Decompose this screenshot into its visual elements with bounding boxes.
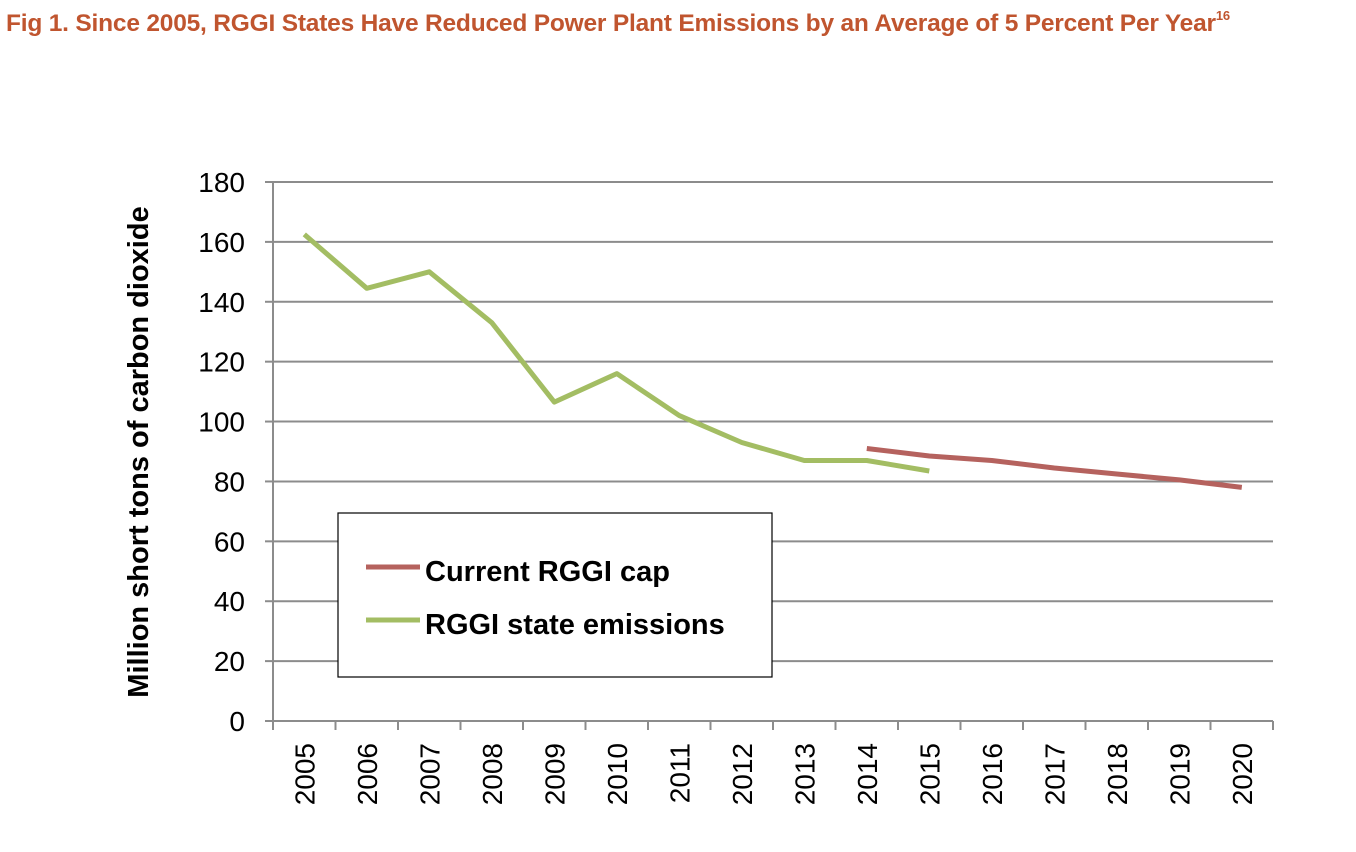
legend-label: Current RGGI cap [425, 556, 670, 588]
footnote-marker: 16 [1215, 8, 1230, 23]
y-tick-label: 40 [214, 586, 245, 617]
legend-label: RGGI state emissions [425, 609, 725, 641]
y-tick-label: 60 [214, 526, 245, 557]
gridlines [273, 181, 1273, 663]
x-tick-label: 2007 [414, 743, 445, 805]
legend: Current RGGI cap RGGI state emissions [337, 512, 773, 678]
y-axis-label: Million short tons of carbon dioxide [123, 206, 155, 697]
y-tick-label: 100 [198, 407, 245, 438]
y-tick-label: 180 [198, 167, 245, 198]
x-tick-label: 2019 [1164, 743, 1195, 805]
axes [265, 181, 1274, 730]
x-tick-label: 2017 [1039, 743, 1070, 805]
series-line-0 [866, 446, 1243, 490]
x-tick-label: 2008 [477, 743, 508, 805]
x-tick-label: 2012 [727, 743, 758, 805]
y-tick-label: 0 [229, 706, 245, 737]
x-tick-label: 2018 [1102, 743, 1133, 805]
figure-title: Fig 1. Since 2005, RGGI States Have Redu… [6, 8, 1230, 37]
y-tick-label: 140 [198, 287, 245, 318]
legend-box [337, 512, 773, 678]
x-tick-label: 2016 [977, 743, 1008, 805]
x-tick-label: 2006 [352, 743, 383, 805]
x-tick-label: 2013 [789, 743, 820, 805]
y-tick-label: 160 [198, 227, 245, 258]
x-tick-label: 2011 [664, 743, 695, 803]
x-tick-label: 2014 [852, 743, 883, 805]
y-tick-label: 20 [214, 646, 245, 677]
x-tick-label: 2020 [1227, 743, 1258, 805]
x-tick-label: 2010 [602, 743, 633, 805]
y-tick-label: 120 [198, 347, 245, 378]
x-tick-label: 2015 [914, 743, 945, 805]
x-tick-labels: 2005 2006 2007 2008 2009 2010 2011 2012 2013 2014… [289, 743, 1258, 805]
x-tick-label: 2009 [539, 743, 570, 805]
series-line-1 [302, 232, 930, 474]
x-tick-label: 2005 [289, 743, 320, 805]
y-tick-label: 80 [214, 466, 245, 497]
y-tick-labels: 0 20 40 60 80 100 120 140 160 180 [198, 167, 245, 737]
series-lines [302, 232, 1243, 490]
